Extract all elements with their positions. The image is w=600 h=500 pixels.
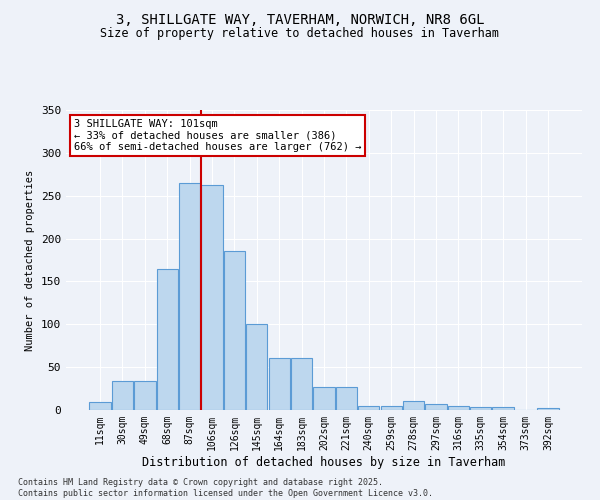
Bar — [313, 387, 335, 410]
Text: 3 SHILLGATE WAY: 101sqm
← 33% of detached houses are smaller (386)
66% of semi-d: 3 SHILLGATE WAY: 101sqm ← 33% of detache… — [74, 119, 361, 152]
Bar — [537, 408, 559, 410]
Bar — [358, 406, 379, 410]
Bar — [134, 381, 155, 410]
Text: Size of property relative to detached houses in Taverham: Size of property relative to detached ho… — [101, 28, 499, 40]
X-axis label: Distribution of detached houses by size in Taverham: Distribution of detached houses by size … — [142, 456, 506, 468]
Bar — [202, 184, 223, 410]
Bar — [470, 406, 491, 410]
Bar — [448, 406, 469, 410]
Bar — [291, 358, 312, 410]
Bar — [493, 408, 514, 410]
Bar — [89, 402, 111, 410]
Bar — [269, 358, 290, 410]
Bar — [157, 268, 178, 410]
Bar — [179, 183, 200, 410]
Bar — [112, 381, 133, 410]
Text: 3, SHILLGATE WAY, TAVERHAM, NORWICH, NR8 6GL: 3, SHILLGATE WAY, TAVERHAM, NORWICH, NR8… — [116, 12, 484, 26]
Bar — [224, 252, 245, 410]
Bar — [246, 324, 268, 410]
Y-axis label: Number of detached properties: Number of detached properties — [25, 170, 35, 350]
Bar — [336, 387, 357, 410]
Bar — [380, 406, 402, 410]
Bar — [403, 400, 424, 410]
Text: Contains HM Land Registry data © Crown copyright and database right 2025.
Contai: Contains HM Land Registry data © Crown c… — [18, 478, 433, 498]
Bar — [425, 404, 446, 410]
